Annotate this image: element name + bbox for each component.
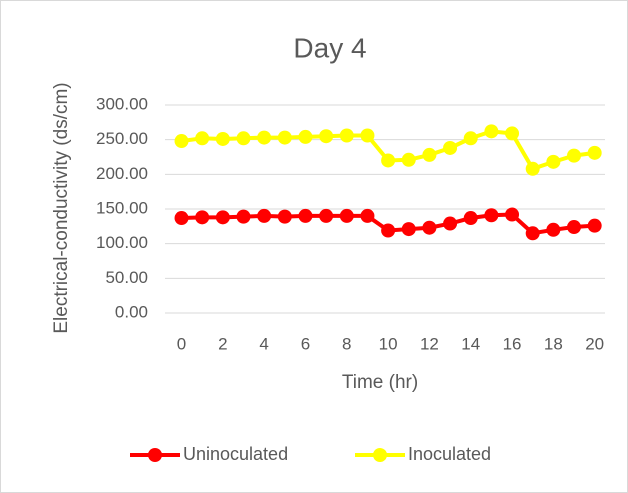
data-point bbox=[195, 131, 210, 146]
data-point bbox=[443, 140, 458, 155]
y-axis-title: Electrical-conductivity (ds/cm) bbox=[51, 82, 72, 333]
data-point bbox=[339, 128, 354, 143]
x-tick-label: 12 bbox=[420, 334, 439, 353]
data-point bbox=[339, 208, 354, 223]
x-tick-label: 20 bbox=[585, 334, 604, 353]
y-tick-label: 0.00 bbox=[115, 302, 148, 321]
data-point bbox=[422, 220, 437, 235]
data-point bbox=[525, 226, 540, 241]
data-point bbox=[587, 145, 602, 160]
data-point bbox=[401, 152, 416, 167]
data-point bbox=[236, 131, 251, 146]
data-point bbox=[215, 131, 230, 146]
x-tick-label: 8 bbox=[342, 334, 351, 353]
data-point bbox=[401, 222, 416, 237]
x-tick-label: 16 bbox=[503, 334, 522, 353]
legend-label: Uninoculated bbox=[183, 444, 288, 464]
x-tick-label: 10 bbox=[379, 334, 398, 353]
data-point bbox=[360, 208, 375, 223]
data-point bbox=[257, 130, 272, 145]
data-point bbox=[381, 223, 396, 238]
x-axis-title: Time (hr) bbox=[342, 372, 418, 393]
x-tick-label: 2 bbox=[218, 334, 227, 353]
y-tick-label: 250.00 bbox=[96, 129, 148, 148]
data-point bbox=[174, 211, 189, 226]
data-point bbox=[546, 222, 561, 237]
data-point bbox=[277, 130, 292, 145]
data-point bbox=[567, 148, 582, 163]
x-tick-label: 18 bbox=[544, 334, 563, 353]
x-tick-label: 4 bbox=[259, 334, 268, 353]
y-tick-label: 150.00 bbox=[96, 198, 148, 217]
y-tick-label: 300.00 bbox=[96, 94, 148, 113]
data-point bbox=[463, 211, 478, 226]
x-tick-label: 0 bbox=[177, 334, 186, 353]
data-point bbox=[298, 129, 313, 144]
data-point bbox=[277, 209, 292, 224]
data-point bbox=[360, 128, 375, 143]
data-point bbox=[195, 210, 210, 225]
y-tick-label: 200.00 bbox=[96, 164, 148, 183]
data-point bbox=[215, 210, 230, 225]
data-point bbox=[463, 131, 478, 146]
data-point bbox=[546, 154, 561, 169]
data-point bbox=[319, 208, 334, 223]
chart-title: Day 4 bbox=[293, 32, 366, 63]
data-point bbox=[567, 220, 582, 235]
data-point bbox=[174, 134, 189, 149]
y-tick-label: 50.00 bbox=[105, 268, 148, 287]
data-point bbox=[525, 161, 540, 176]
data-point bbox=[381, 153, 396, 168]
data-point bbox=[257, 208, 272, 223]
y-tick-label: 100.00 bbox=[96, 233, 148, 252]
x-tick-label: 14 bbox=[461, 334, 480, 353]
data-point bbox=[298, 208, 313, 223]
x-tick-label: 6 bbox=[301, 334, 310, 353]
legend-label: Inoculated bbox=[408, 444, 491, 464]
data-point bbox=[443, 216, 458, 231]
data-point bbox=[484, 124, 499, 139]
data-point bbox=[505, 126, 520, 141]
data-point bbox=[236, 209, 251, 224]
legend-marker bbox=[148, 448, 162, 462]
data-point bbox=[505, 207, 520, 222]
data-point bbox=[587, 218, 602, 233]
legend-marker bbox=[373, 448, 387, 462]
data-point bbox=[319, 129, 334, 144]
data-point bbox=[484, 208, 499, 223]
data-point bbox=[422, 147, 437, 162]
